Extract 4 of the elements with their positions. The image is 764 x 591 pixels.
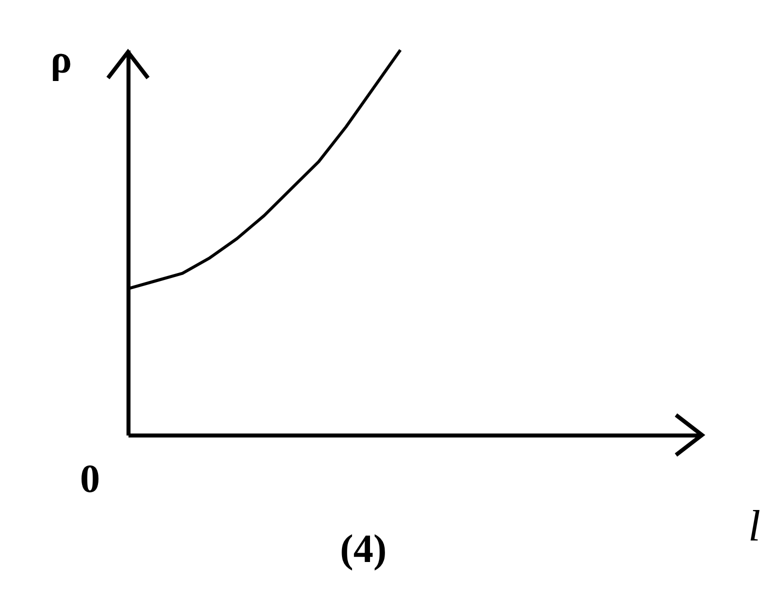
text: (4) — [340, 525, 387, 572]
y-axis-title: ρ — [50, 36, 72, 82]
x-axis-title: l — [748, 502, 760, 550]
text: 0 — [80, 455, 100, 502]
